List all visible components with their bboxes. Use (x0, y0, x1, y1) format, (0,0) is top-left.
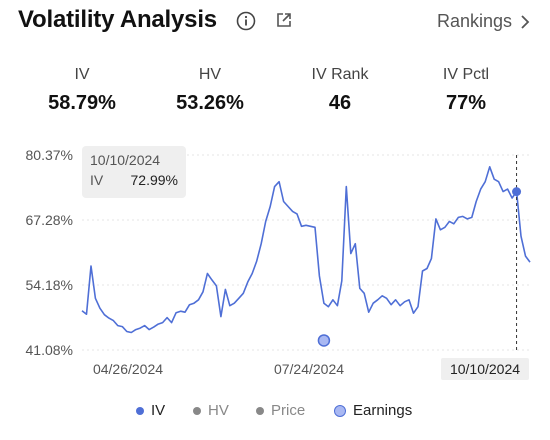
x-tick-label: 07/24/2024 (274, 361, 344, 377)
chart-legend: IV HV Price Earnings (0, 402, 550, 422)
stat-label: IV Pctl (442, 66, 490, 83)
header: Volatility Analysis Rankings (0, 0, 550, 44)
page-title: Volatility Analysis (18, 6, 217, 33)
stats-row: IV 58.79% HV 53.26% IV Rank 46 IV Pctl 7… (0, 66, 550, 118)
x-tick-label: 10/10/2024 (450, 361, 520, 377)
y-tick-label: 67.28% (26, 212, 73, 228)
tooltip-value: 72.99% (130, 172, 178, 188)
stat-value: 46 (328, 92, 352, 114)
x-tick-highlight (441, 358, 529, 380)
earnings-marker (317, 334, 331, 347)
tooltip-date: 10/10/2024 (90, 152, 161, 168)
stat-label: IV Rank (311, 66, 369, 83)
legend-swatch (256, 406, 264, 415)
stat-label: HV (198, 66, 222, 83)
y-tick-label: 41.08% (26, 342, 73, 358)
legend-item-hv[interactable]: HV (193, 402, 229, 419)
chart-tooltip: 10/10/2024 IV 72.99% (82, 146, 186, 198)
tooltip-series: IV (90, 172, 104, 188)
legend-label: IV (151, 402, 166, 419)
legend-item-price[interactable]: Price (256, 402, 305, 419)
stat-label: IV (74, 66, 90, 83)
legend-label: Earnings (353, 402, 413, 419)
chevron-right-icon (521, 14, 530, 29)
stat-value: 53.26% (176, 92, 244, 114)
tooltip-row: IV 72.99% (90, 172, 178, 188)
y-tick-label: 54.18% (26, 277, 73, 293)
rankings-link[interactable]: Rankings (437, 11, 530, 32)
stat-iv-rank: IV Rank 46 (270, 66, 410, 115)
info-icon[interactable] (236, 11, 256, 31)
legend-item-iv[interactable]: IV (136, 402, 165, 419)
legend-item-earnings[interactable]: Earnings (334, 402, 412, 419)
stat-hv: HV 53.26% (140, 66, 280, 115)
volatility-chart[interactable]: 80.37% 67.28% 54.18% 41.08% 04/26/2024 07/24/… (0, 140, 550, 385)
legend-swatch (193, 406, 201, 415)
series-line-iv (81, 166, 531, 334)
highlight-point (512, 187, 522, 197)
legend-label: HV (208, 402, 229, 419)
share-icon[interactable] (274, 10, 294, 30)
rankings-label: Rankings (436, 11, 512, 31)
stat-value: 58.79% (48, 92, 116, 114)
stat-iv: IV 58.79% (12, 66, 152, 115)
legend-label: Price (271, 402, 306, 419)
stat-value: 77% (445, 92, 487, 114)
legend-swatch (136, 406, 144, 415)
stat-iv-pctl: IV Pctl 77% (396, 66, 536, 115)
x-tick-label: 04/26/2024 (93, 361, 163, 377)
legend-swatch (334, 404, 346, 417)
y-tick-label: 80.37% (26, 147, 73, 163)
